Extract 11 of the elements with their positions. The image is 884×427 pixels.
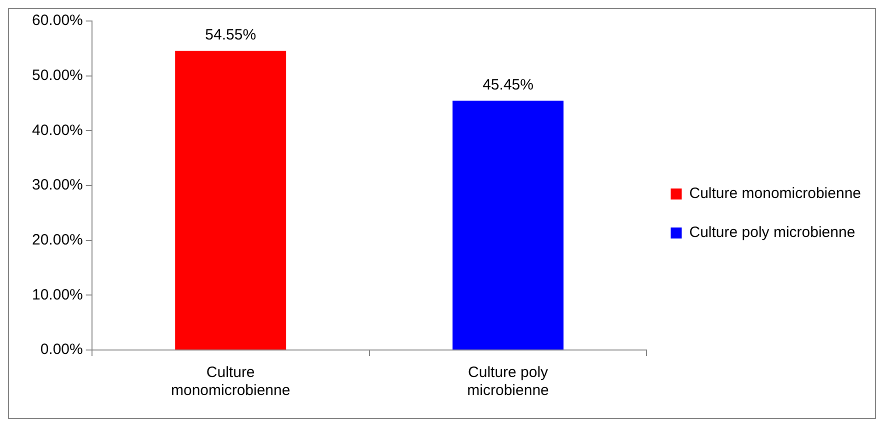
y-tick-label: 0.00% bbox=[40, 341, 83, 358]
legend-label: Culture poly microbienne bbox=[689, 224, 856, 242]
data-label: 54.55% bbox=[205, 26, 256, 44]
y-tick-label: 40.00% bbox=[32, 122, 83, 139]
legend-label: Culture monomicrobienne bbox=[689, 185, 862, 202]
y-tick-label: 50.00% bbox=[32, 66, 83, 84]
y-tick-label: 10.00% bbox=[32, 286, 83, 304]
y-tick-label: 60.00% bbox=[32, 12, 83, 30]
y-tick-label: 30.00% bbox=[32, 176, 83, 194]
data-label: 45.45% bbox=[482, 76, 534, 94]
y-tick-label: 20.00% bbox=[32, 231, 83, 248]
